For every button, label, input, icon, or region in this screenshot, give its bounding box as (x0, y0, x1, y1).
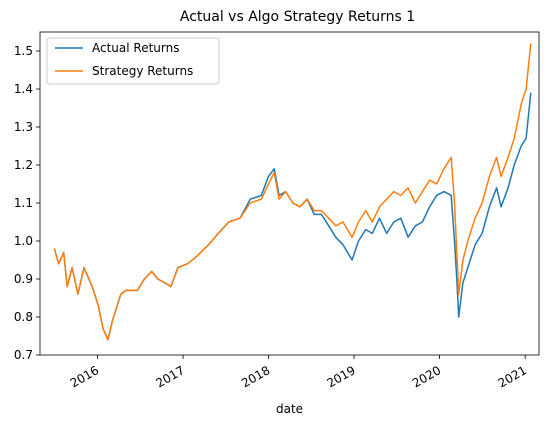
y-tick-label: 0.9 (14, 272, 33, 286)
x-tick-label: 2018 (239, 363, 272, 390)
plot-area (53, 43, 532, 341)
x-tick-label: 2021 (496, 363, 529, 390)
x-tick-label: 2020 (410, 363, 443, 390)
x-tick-label: 2019 (324, 363, 357, 390)
legend: Actual Returns Strategy Returns (46, 37, 220, 85)
y-tick-label: 1.2 (14, 158, 33, 172)
chart-title: Actual vs Algo Strategy Returns 1 (180, 9, 415, 25)
y-tick-label: 0.7 (14, 348, 33, 362)
legend-label-strategy: Strategy Returns (92, 64, 193, 78)
y-tick-label: 1.3 (14, 120, 33, 134)
y-tick-label: 1.4 (14, 82, 33, 96)
y-tick-label: 1.5 (14, 44, 33, 58)
series-line-actual-returns (53, 92, 532, 341)
legend-box (46, 37, 220, 85)
x-tick-label: 2017 (154, 363, 187, 390)
x-tick-label: 2016 (68, 363, 101, 390)
y-axis: 0.7 0.8 0.9 1.0 1.1 1.2 1.3 1.4 1.5 (14, 44, 40, 362)
y-tick-label: 0.8 (14, 310, 33, 324)
legend-label-actual: Actual Returns (92, 41, 179, 55)
x-axis: 2016 2017 2018 2019 2020 2021 (68, 355, 529, 390)
x-axis-label: date (276, 402, 303, 416)
series-line-strategy-returns (53, 43, 532, 341)
y-tick-label: 1.0 (14, 234, 33, 248)
axes-frame (39, 31, 540, 356)
y-tick-label: 1.1 (14, 196, 33, 210)
